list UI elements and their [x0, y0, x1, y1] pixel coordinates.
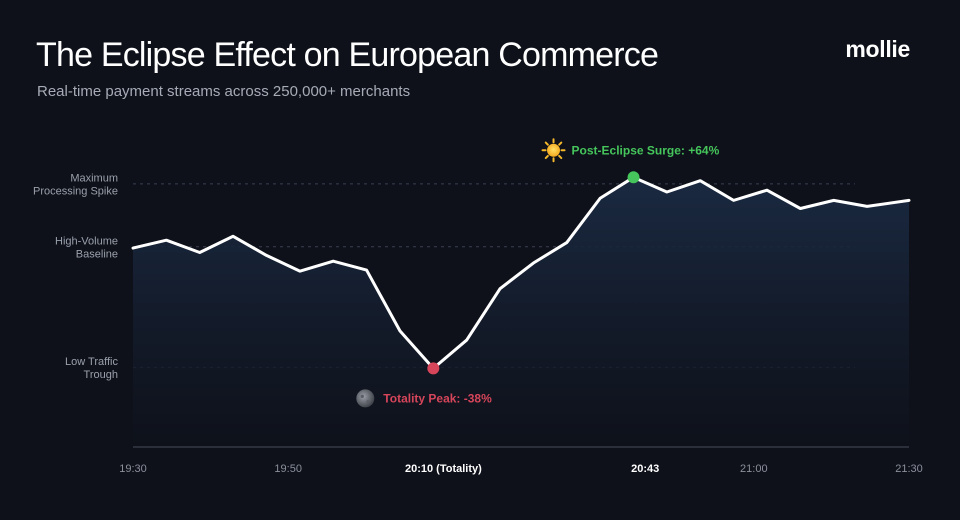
annotation-label: Totality Peak: -38% — [383, 391, 492, 405]
y-level-label: High-Volume — [55, 235, 118, 247]
moon-icon — [356, 389, 375, 408]
annotation-label: Post-Eclipse Surge: +64% — [572, 143, 720, 157]
x-tick-label: 21:30 — [895, 463, 923, 475]
x-tick-label: 21:00 — [740, 463, 768, 475]
brand-logo: mollie — [845, 36, 910, 62]
y-level-label: Baseline — [76, 248, 118, 260]
area-fill — [133, 177, 909, 448]
series-line — [131, 175, 911, 370]
x-axis-labels: 19:30 19:50 20:10 (Totality) 20:43 21:00 21:3… — [119, 463, 923, 475]
x-tick-label: 19:50 — [274, 463, 302, 475]
data-point-marker — [627, 171, 640, 184]
y-level-label: Low Traffic — [65, 356, 118, 368]
y-level-label: Processing Spike — [33, 185, 118, 197]
annotations: Totality Peak: -38% Post-Eclipse Surge: +… — [356, 138, 720, 408]
x-tick-label: 20:10 (Totality) — [405, 463, 482, 475]
y-level-label: Trough — [84, 369, 118, 381]
sun-icon — [541, 138, 566, 163]
y-level-label: Maximum — [70, 172, 118, 184]
chart-subtitle: Real-time payment streams across 250,000… — [37, 83, 411, 100]
chart-title: The Eclipse Effect on European Commerce — [36, 36, 659, 74]
data-point-marker — [427, 362, 440, 375]
x-tick-label: 19:30 — [119, 463, 147, 475]
x-tick-label: 20:43 — [631, 463, 659, 475]
